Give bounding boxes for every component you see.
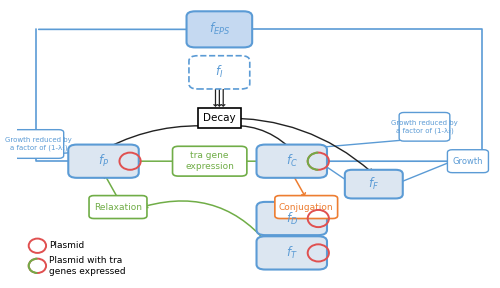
FancyBboxPatch shape bbox=[89, 196, 147, 219]
FancyBboxPatch shape bbox=[399, 113, 450, 141]
Text: Plasmid: Plasmid bbox=[50, 241, 84, 250]
Text: tra gene
expression: tra gene expression bbox=[186, 151, 234, 171]
Text: Relaxation: Relaxation bbox=[94, 202, 142, 212]
Text: $f_I$: $f_I$ bbox=[215, 64, 224, 80]
Text: $f_D$: $f_D$ bbox=[286, 211, 298, 227]
Text: Growth reduced by
a factor of (1-λ₂): Growth reduced by a factor of (1-λ₂) bbox=[391, 120, 458, 134]
FancyBboxPatch shape bbox=[256, 202, 327, 235]
Text: $f_F$: $f_F$ bbox=[368, 176, 380, 192]
FancyBboxPatch shape bbox=[68, 145, 138, 178]
Text: $f_C$: $f_C$ bbox=[286, 153, 298, 169]
FancyBboxPatch shape bbox=[172, 146, 247, 176]
FancyBboxPatch shape bbox=[189, 56, 250, 89]
FancyBboxPatch shape bbox=[198, 108, 241, 128]
FancyBboxPatch shape bbox=[275, 196, 338, 219]
Text: $f_{EPS}$: $f_{EPS}$ bbox=[208, 21, 230, 37]
FancyBboxPatch shape bbox=[256, 145, 327, 178]
FancyBboxPatch shape bbox=[345, 170, 403, 198]
Text: $f_T$: $f_T$ bbox=[286, 245, 298, 261]
FancyBboxPatch shape bbox=[186, 11, 252, 48]
Text: Growth: Growth bbox=[452, 157, 483, 166]
Text: Conjugation: Conjugation bbox=[279, 202, 334, 212]
FancyBboxPatch shape bbox=[256, 236, 327, 270]
Text: Growth reduced by
a factor of (1-λ₁): Growth reduced by a factor of (1-λ₁) bbox=[5, 137, 71, 151]
Text: $f_P$: $f_P$ bbox=[98, 153, 109, 169]
FancyBboxPatch shape bbox=[13, 130, 64, 158]
Text: Plasmid with tra
genes expressed: Plasmid with tra genes expressed bbox=[50, 256, 126, 276]
FancyBboxPatch shape bbox=[448, 150, 488, 173]
Text: Decay: Decay bbox=[203, 113, 235, 123]
